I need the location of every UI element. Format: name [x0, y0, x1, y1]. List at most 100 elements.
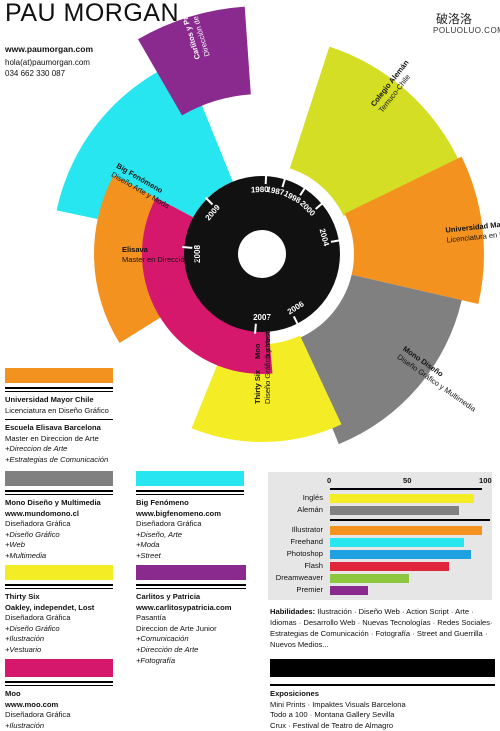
card-title: Moo: [5, 689, 113, 700]
color-bar: [5, 659, 113, 677]
card-title: Escuela Elisava Barcelona: [5, 423, 113, 434]
habilidades-label: Habilidades:: [270, 607, 315, 616]
card-line: +Moda: [136, 540, 244, 551]
segment-subtitle: Ilustración: [263, 325, 272, 359]
exposicion-item: Todo a 100 · Montana Gallery Sevilla: [270, 710, 495, 721]
card-line: Diseñadora Gráfica: [5, 710, 113, 721]
skill-label: Illustrator: [268, 525, 323, 534]
segment-subtitle: Master en Dirección de Arte: [122, 255, 215, 264]
skill-label: Dreamweaver: [268, 573, 323, 582]
year-tick: [182, 247, 192, 248]
card-line: +Fotografía: [136, 656, 246, 667]
skills-chart: 0 50 100 Inglés Alemán Illustrator Freehand Pho…: [268, 472, 492, 600]
divider: [5, 685, 113, 686]
divider: [5, 681, 113, 683]
card-url: www.bigfenomeno.com: [136, 509, 244, 520]
card-line: Diseñadora Gráfica: [136, 519, 244, 530]
exposicion-item: Mini Prints · Impaktes Visuals Barcelona: [270, 700, 495, 711]
card-url: www.mundomono.cl: [5, 509, 113, 520]
card-url: Oakley, independet, Lost: [5, 603, 113, 614]
year-tick: [255, 324, 256, 334]
card-title: Thirty Six: [5, 592, 113, 603]
card-line: Master en Direccion de Arte: [5, 434, 113, 445]
card-line: +Street: [136, 551, 244, 562]
skill-bar: [330, 562, 449, 571]
color-bar: [136, 565, 246, 580]
exposicion-item: Crux · Festival de Teatro de Almagro: [270, 721, 495, 731]
skill-label: Freehand: [268, 537, 323, 546]
card-line: +Ilustración: [5, 721, 113, 731]
card-mono: Mono Diseño y Multimedia www.mundomono.c…: [5, 471, 113, 562]
card-line: +Ilustración: [5, 634, 113, 645]
divider: [5, 419, 113, 420]
segment-title: Elisava: [122, 245, 149, 254]
divider: [136, 588, 246, 589]
separator: [330, 519, 490, 521]
card-line: +Diseño, Arte: [136, 530, 244, 541]
card-thirtysix: Thirty Six Oakley, independet, Lost Dise…: [5, 565, 113, 656]
card-line: +Dirección de Arte: [136, 645, 246, 656]
color-bar: [136, 471, 244, 486]
color-bar: [5, 565, 113, 580]
divider: [5, 387, 113, 389]
tick-label: 100: [479, 476, 492, 485]
divider: [136, 494, 244, 495]
divider: [136, 490, 244, 492]
card-line: Diseñadora Gráfica: [5, 519, 113, 530]
color-bar: [5, 471, 113, 486]
card-title: Carlitos y Patricia: [136, 592, 246, 603]
tick-label: 0: [327, 476, 331, 485]
year-tick: [266, 174, 267, 184]
card-line: +Estrategias de Comunicación: [5, 455, 113, 466]
skill-bar: [330, 586, 368, 595]
skill-label: Flash: [268, 561, 323, 570]
card-line: +Vestuario: [5, 645, 113, 656]
skill-bar: [330, 526, 482, 535]
card-title: Big Fenómeno: [136, 498, 244, 509]
card-education: Universidad Mayor Chile Licenciatura en …: [5, 368, 113, 466]
card-line: +Diseño Gráfico: [5, 624, 113, 635]
skill-bar: [330, 538, 464, 547]
card-line: Direccion de Arte Junior: [136, 624, 246, 635]
card-bigfenomeno: Big Fenómeno www.bigfenomeno.com Diseñad…: [136, 471, 244, 562]
card-line: +Web: [5, 540, 113, 551]
skill-label: Inglés: [268, 493, 323, 502]
axis-line: [330, 488, 482, 490]
divider: [5, 584, 113, 586]
skill-bar: [330, 550, 471, 559]
divider: [5, 490, 113, 492]
divider: [5, 391, 113, 392]
skill-label: Premier: [268, 585, 323, 594]
skill-bar: [330, 494, 474, 503]
divider: [136, 584, 246, 586]
center-hole: [238, 230, 286, 278]
card-moo: Moo www.moo.com Diseñadora Gráfica +Ilus…: [5, 659, 113, 731]
skill-label: Photoshop: [268, 549, 323, 558]
card-carlitos: Carlitos y Patricia www.carlitosypatrici…: [136, 565, 246, 666]
habilidades: Habilidades: Ilustración · Diseño Web · …: [270, 606, 495, 650]
divider: [5, 588, 113, 589]
card-line: +Direccion de Arte: [5, 444, 113, 455]
segment-title: Thirty Six: [253, 369, 262, 404]
tick-label: 50: [403, 476, 411, 485]
color-bar: [5, 368, 113, 383]
skill-bar: [330, 506, 459, 515]
divider: [5, 494, 113, 495]
card-line: +Diseño Gráfico: [5, 530, 113, 541]
card-line: +Comunicación: [136, 634, 246, 645]
exposiciones-bar: [270, 659, 495, 677]
card-line: Pasantía: [136, 613, 246, 624]
card-title: Mono Diseño y Multimedia: [5, 498, 113, 509]
card-title: Universidad Mayor Chile: [5, 395, 113, 406]
card-url: www.carlitosypatricia.com: [136, 603, 246, 614]
divider: [270, 684, 495, 686]
exposiciones: Exposiciones Mini Prints · Impaktes Visu…: [270, 684, 495, 731]
skill-bar: [330, 574, 409, 583]
segment-title: Moo: [253, 343, 262, 359]
card-line: +Multimedia: [5, 551, 113, 562]
skill-label: Alemán: [268, 505, 323, 514]
card-line: Licenciatura en Diseño Gráfico: [5, 406, 113, 417]
card-url: www.moo.com: [5, 700, 113, 711]
exposiciones-title: Exposiciones: [270, 689, 495, 700]
card-line: Diseñadora Gráfica: [5, 613, 113, 624]
